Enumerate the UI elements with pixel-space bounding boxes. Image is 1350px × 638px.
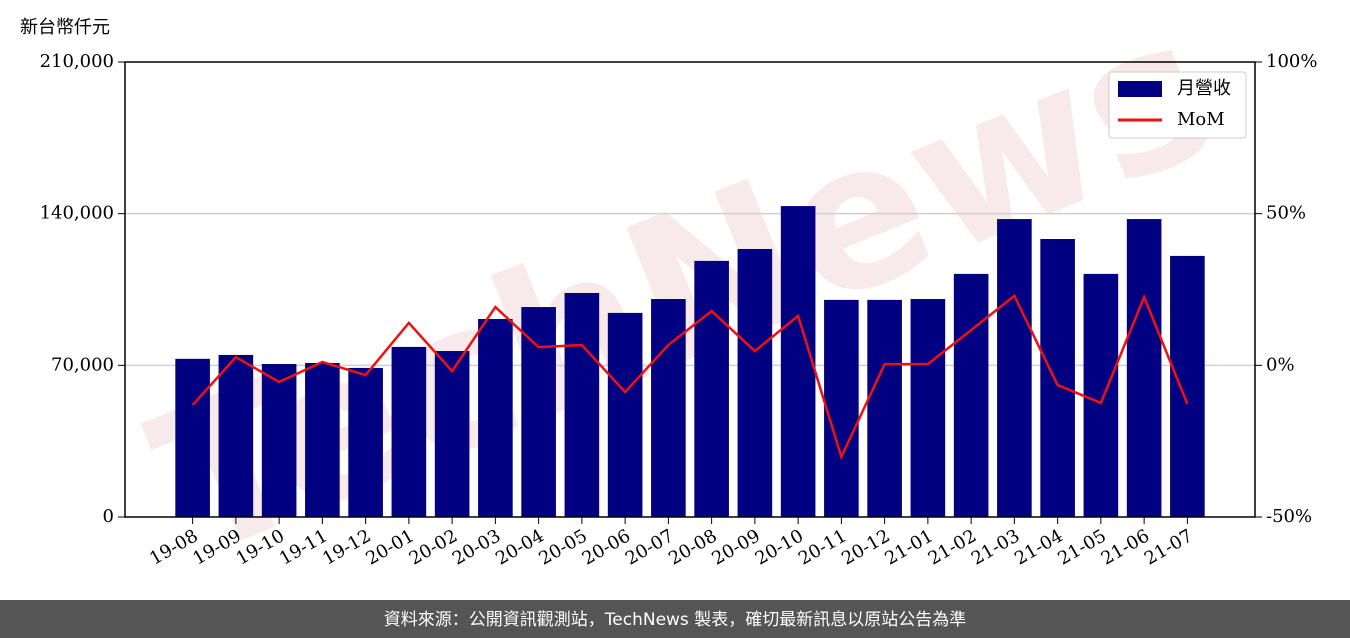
y2-tick-label: 50% [1266,203,1306,224]
y2-tick-label: -50% [1266,506,1312,527]
bar [607,312,643,517]
bar [261,364,297,517]
y-tick-label: 210,000 [40,51,114,72]
x-tick-label: 20-06 [579,525,634,569]
x-tick-label: 20-08 [665,525,720,569]
legend-swatch [1118,81,1162,97]
bar [780,206,816,518]
bar [521,307,556,517]
bar [434,351,470,517]
line [191,293,1189,461]
footer: 資料來源：公開資訊觀測站，TechNews 製表，確切最新訊息以原站公告為準 [384,610,966,630]
bar [1126,219,1162,518]
footer-bar [0,600,1350,638]
y2-tick-label: 100% [1266,51,1317,72]
bar [910,299,946,517]
bar [867,299,902,517]
x-tick-label: 21-02 [925,525,980,569]
x-tick-label: 19-08 [146,525,201,569]
plot-frame [124,61,1256,518]
y2-tick-label: 0% [1266,354,1295,375]
x-tick-label: 20-10 [752,525,807,569]
bar [175,358,210,517]
bar [1083,273,1119,517]
bar [348,367,383,517]
x-tick-label: 21-05 [1054,525,1109,569]
x-tick-label: 20-09 [708,525,763,569]
x-tick-label: 20-04 [492,525,547,569]
x-tick-label: 21-06 [1098,525,1153,569]
bar [737,248,773,517]
bar [391,346,427,517]
bar [478,318,513,517]
x-tick-label: 20-02 [406,525,461,569]
bar [1170,255,1205,517]
y-tick-label: 70,000 [51,354,114,375]
x-tick-label: 21-07 [1141,525,1196,569]
bar [953,273,989,517]
bar [1040,239,1075,517]
bar [651,299,686,517]
x-tick-label: 20-07 [622,525,677,569]
x-tick-label: 21-01 [881,525,936,569]
bar [824,299,859,517]
bar [218,354,254,517]
y-tick-label: 140,000 [40,203,114,224]
y-tick-label: 0 [103,506,114,527]
legend-label: 月營收 [1177,78,1231,99]
legend-label: MoM [1177,109,1225,130]
x-tick-label: 20-05 [535,525,590,569]
x-tick-label: 20-12 [838,525,893,569]
x-tick-label: 20-03 [449,525,504,569]
bar [997,219,1032,518]
bar [564,292,600,517]
y-axis-title: 新台幣仟元 [20,17,110,38]
bar [305,362,340,517]
bar [694,260,729,517]
x-tick-label: 20-11 [795,525,850,569]
x-tick-label: 21-04 [1011,525,1066,569]
x-tick-label: 21-03 [968,525,1023,569]
